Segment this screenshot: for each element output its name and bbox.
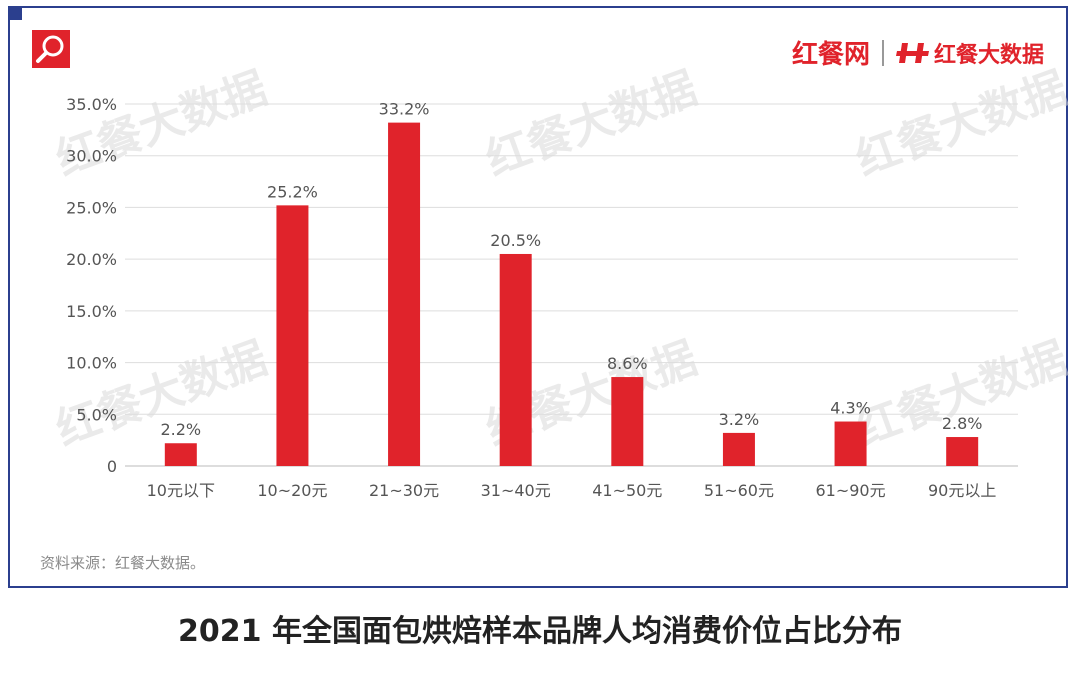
brand-sub-label: 红餐大数据 <box>933 42 1044 68</box>
data-label: 3.2% <box>719 410 760 429</box>
data-label: 20.5% <box>490 231 541 250</box>
chart-frame: 红餐网 红餐大数据 红餐大数据 红餐大数据 红餐大数据 红餐大数据 红餐大数据 … <box>8 6 1074 588</box>
bar <box>946 437 979 466</box>
y-tick-label: 0 <box>107 457 117 476</box>
bar <box>164 443 197 466</box>
bar-chart: 0 5.0% 10.0% 15.0% 20.0% 25.0% 30.0% 35.0% 2.2% 1… <box>66 95 1018 500</box>
data-label: 33.2% <box>379 100 430 119</box>
bar <box>611 377 644 466</box>
data-label: 8.6% <box>607 354 648 373</box>
x-tick-label: 31~40元 <box>481 481 551 500</box>
chart-caption: 2021 年全国面包烘焙样本品牌人均消费价位占比分布 <box>178 614 902 649</box>
y-tick-label: 20.0% <box>66 250 117 269</box>
x-tick-label: 41~50元 <box>592 481 662 500</box>
data-label: 25.2% <box>267 182 318 201</box>
bar <box>499 253 532 466</box>
y-tick-label: 5.0% <box>76 405 117 424</box>
brand-divider <box>881 39 884 66</box>
x-tick-label: 21~30元 <box>369 481 439 500</box>
x-tick-label: 10~20元 <box>257 481 327 500</box>
bar <box>276 205 309 467</box>
source-note: 资料来源：红餐大数据。 <box>40 554 206 572</box>
x-tick-label: 10元以下 <box>147 481 215 500</box>
x-tick-label: 90元以上 <box>928 481 996 500</box>
y-tick-label: 10.0% <box>66 354 117 373</box>
brand-h-icon <box>895 42 929 63</box>
corner-accent <box>8 6 22 20</box>
y-tick-label: 30.0% <box>66 147 117 166</box>
brand-logo-text: 红餐网 <box>791 40 870 70</box>
brand-sub-logo: 红餐大数据 <box>895 37 1044 69</box>
x-tick-label: 61~90元 <box>815 481 885 500</box>
data-label: 2.8% <box>942 414 983 433</box>
x-tick-label: 51~60元 <box>704 481 774 500</box>
bar <box>388 122 421 467</box>
y-tick-label: 15.0% <box>66 302 117 321</box>
y-tick-label: 35.0% <box>66 95 117 114</box>
bar <box>722 432 755 466</box>
data-label: 2.2% <box>160 420 201 439</box>
bar <box>834 421 867 466</box>
data-label: 4.3% <box>830 399 871 418</box>
y-tick-label: 25.0% <box>66 198 117 217</box>
brand-header: 红餐网 红餐大数据 <box>792 34 1044 71</box>
search-icon <box>32 30 70 68</box>
